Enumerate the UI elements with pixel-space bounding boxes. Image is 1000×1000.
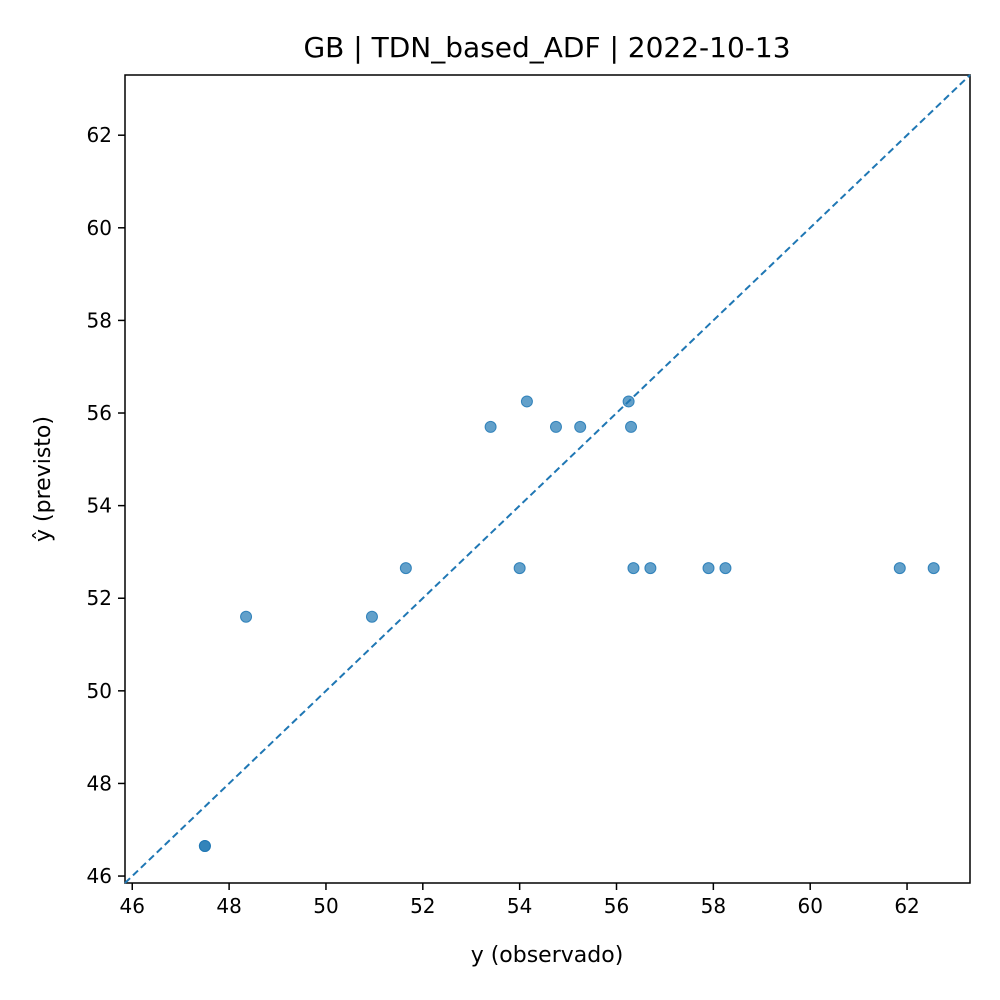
y-tick-label: 56 bbox=[87, 401, 112, 425]
x-tick-label: 62 bbox=[894, 894, 919, 918]
points-layer bbox=[198, 395, 940, 852]
data-point bbox=[549, 420, 562, 433]
y-axis-label: ŷ (previsto) bbox=[31, 416, 56, 542]
y-tick-label: 50 bbox=[87, 679, 112, 703]
y-tick-label: 46 bbox=[87, 864, 112, 888]
y-tick-label: 48 bbox=[87, 771, 112, 795]
data-point bbox=[513, 562, 526, 575]
x-tick-label: 56 bbox=[604, 894, 629, 918]
x-tick-label: 58 bbox=[701, 894, 726, 918]
data-point bbox=[719, 562, 732, 575]
y-tick-label: 52 bbox=[87, 586, 112, 610]
x-axis-label: y (observado) bbox=[471, 943, 624, 968]
data-point bbox=[240, 610, 253, 623]
chart-title: GB | TDN_based_ADF | 2022-10-13 bbox=[303, 31, 790, 64]
data-point bbox=[365, 610, 378, 623]
x-tick-label: 48 bbox=[216, 894, 241, 918]
data-point bbox=[484, 420, 497, 433]
data-point bbox=[622, 395, 635, 408]
data-point bbox=[520, 395, 533, 408]
y-tick-label: 60 bbox=[87, 216, 112, 240]
data-point bbox=[927, 562, 940, 575]
x-tick-label: 54 bbox=[507, 894, 532, 918]
identity-reference-line bbox=[124, 74, 971, 884]
data-point bbox=[702, 562, 715, 575]
y-axis: 46 48 50 52 54 56 58 60 62 bbox=[87, 123, 125, 888]
plot-frame bbox=[124, 74, 971, 884]
data-point bbox=[198, 839, 211, 852]
x-axis: 46 48 50 52 54 56 58 60 62 bbox=[120, 883, 920, 918]
data-point bbox=[399, 562, 412, 575]
y-tick-label: 62 bbox=[87, 123, 112, 147]
y-tick-label: 54 bbox=[87, 494, 112, 518]
data-point bbox=[893, 562, 906, 575]
data-point bbox=[627, 562, 640, 575]
data-point bbox=[644, 562, 657, 575]
x-tick-label: 50 bbox=[313, 894, 338, 918]
plot-area bbox=[124, 74, 971, 884]
data-point bbox=[574, 420, 587, 433]
x-tick-label: 60 bbox=[797, 894, 822, 918]
data-point bbox=[625, 420, 638, 433]
x-tick-label: 52 bbox=[410, 894, 435, 918]
x-tick-label: 46 bbox=[120, 894, 145, 918]
y-tick-label: 58 bbox=[87, 308, 112, 332]
